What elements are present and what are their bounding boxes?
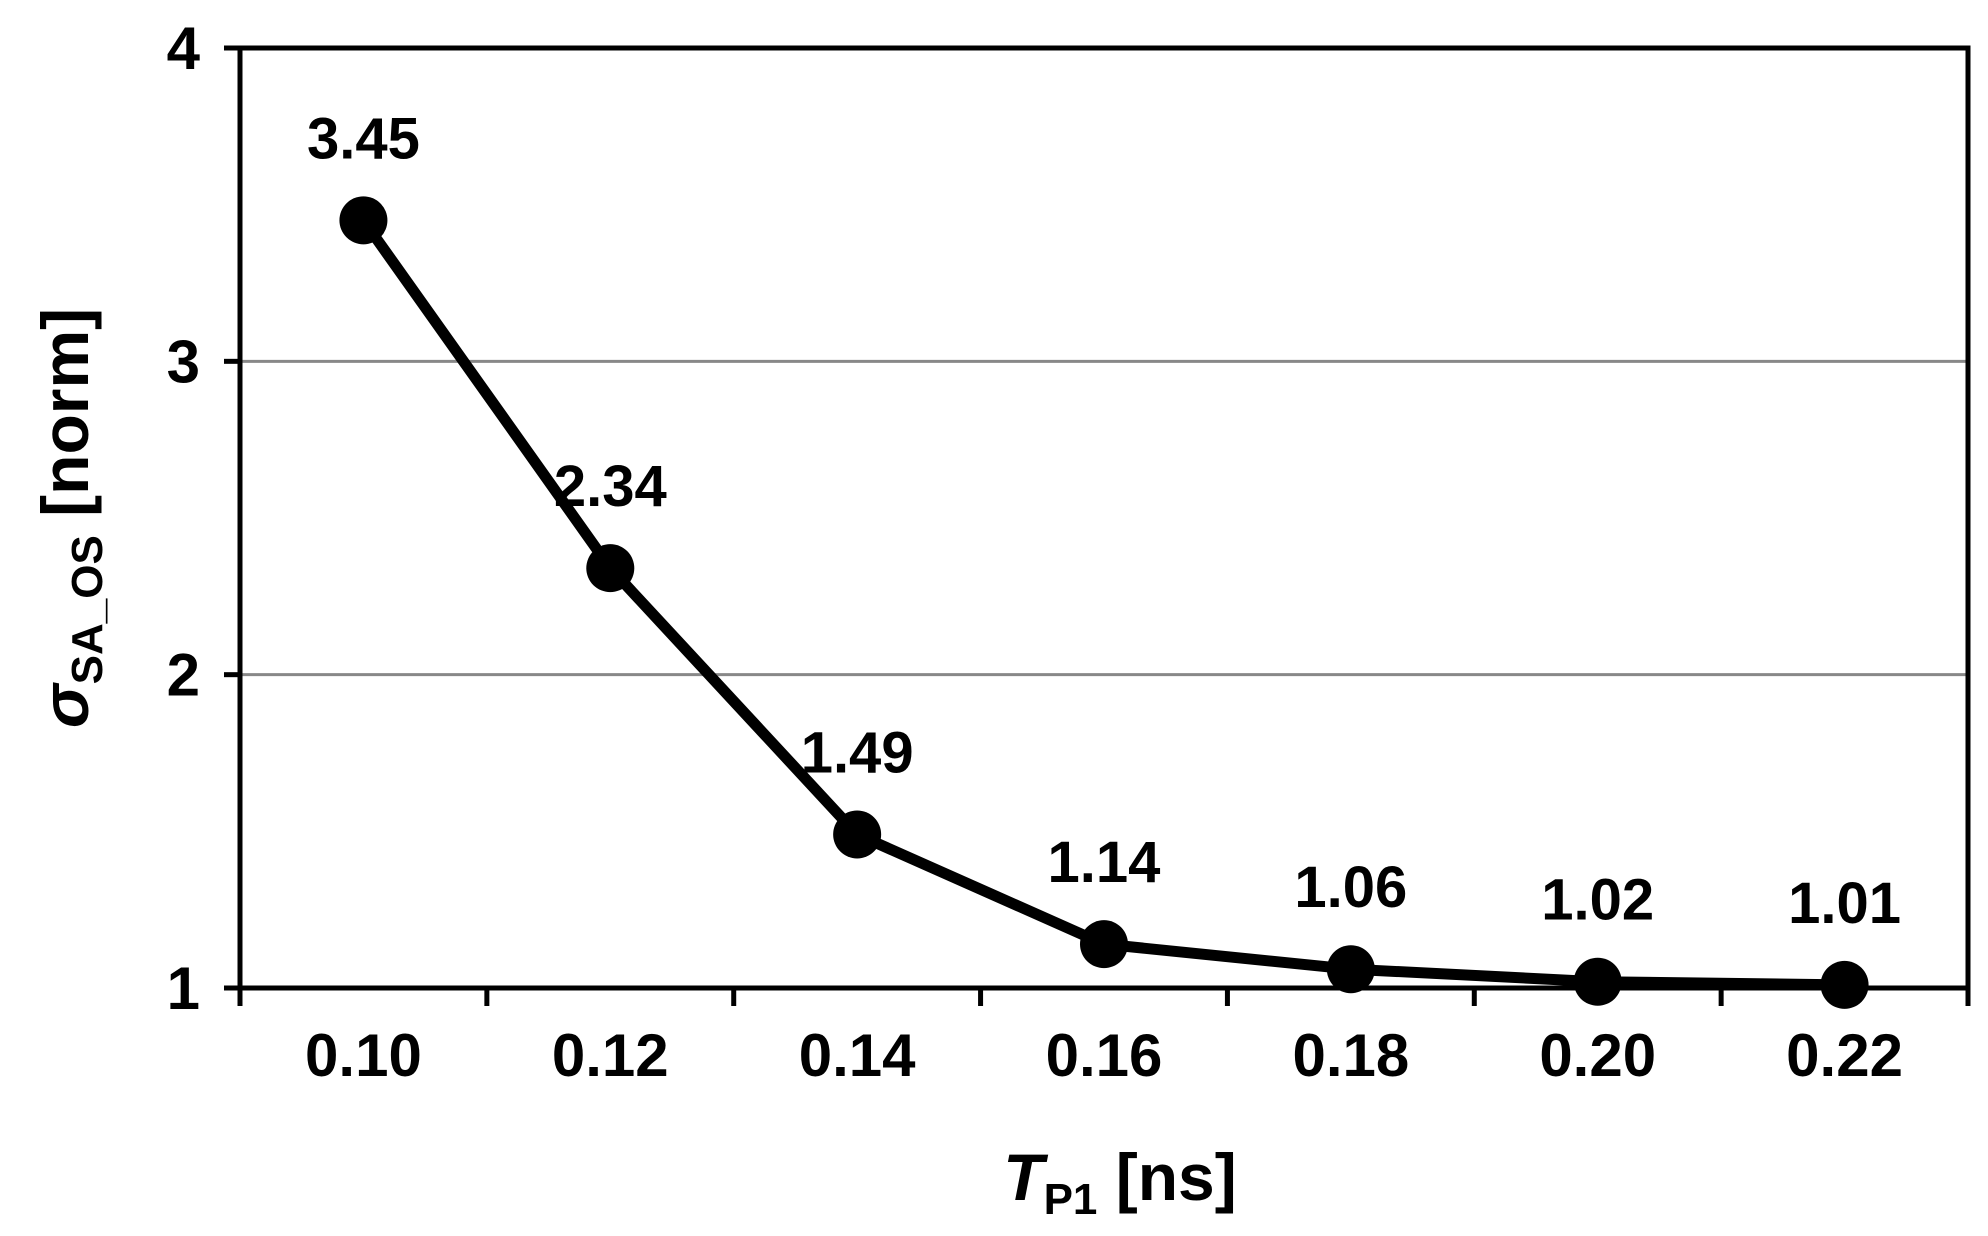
y-tick-label: 3	[167, 328, 200, 395]
data-point	[1573, 957, 1622, 1006]
data-label: 1.01	[1788, 871, 1901, 936]
data-label: 1.49	[801, 720, 914, 785]
data-labels: 3.45 2.34 1.49 1.14 1.06 1.02 1.01	[307, 106, 1901, 936]
data-points	[339, 196, 1869, 1009]
y-axis-title: σSA_OS [norm]	[28, 308, 112, 728]
data-point	[1080, 920, 1128, 969]
y-axis-ticks: 1 2 3 4	[167, 15, 240, 1022]
data-point	[339, 196, 388, 245]
data-point	[1820, 960, 1869, 1009]
data-label: 1.02	[1541, 868, 1654, 933]
plot-area-frame	[237, 45, 1971, 991]
data-point	[833, 810, 882, 859]
x-tick-label: 0.16	[1046, 1022, 1163, 1089]
data-point	[586, 544, 635, 593]
data-point	[1326, 945, 1375, 994]
data-label: 3.45	[307, 106, 420, 171]
gridlines	[240, 359, 1968, 677]
y-tick-label: 4	[167, 15, 201, 82]
data-label: 1.14	[1048, 830, 1161, 895]
x-axis-title: TP1 [ns]	[1003, 1140, 1236, 1224]
data-label: 2.34	[554, 454, 667, 519]
x-tick-label: 0.10	[305, 1022, 422, 1089]
y-tick-label: 2	[167, 642, 200, 709]
x-axis-ticks: 0.10 0.12 0.14 0.16 0.18 0.20 0.22	[237, 988, 1971, 1089]
x-tick-label: 0.18	[1292, 1022, 1409, 1089]
x-tick-label: 0.12	[552, 1022, 669, 1089]
x-tick-label: 0.22	[1786, 1022, 1903, 1089]
y-tick-label: 1	[167, 955, 200, 1022]
x-tick-label: 0.14	[799, 1022, 916, 1089]
data-label: 1.06	[1294, 855, 1407, 920]
x-tick-label: 0.20	[1539, 1022, 1656, 1089]
